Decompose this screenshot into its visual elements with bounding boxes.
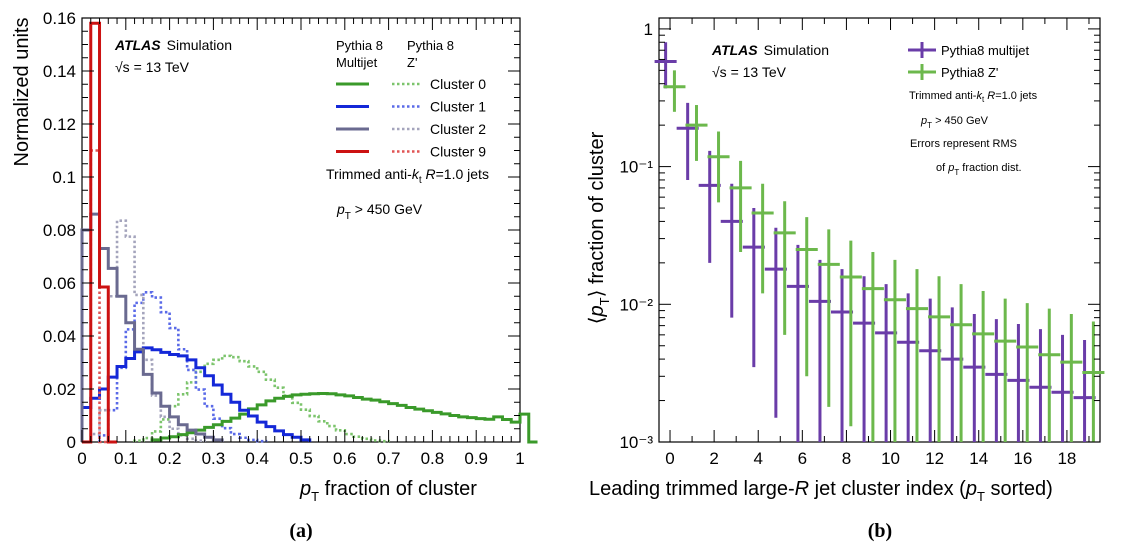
histogram-c1 xyxy=(80,346,312,442)
legend-a-label: Cluster 1 xyxy=(430,99,486,115)
chart-a-ytick-label: 0 xyxy=(67,433,76,452)
legend-a-header-zprime-2: Z' xyxy=(407,55,417,70)
chart-b-energy-label: √s = 13 TeV xyxy=(712,64,787,80)
chart-b-xtick-label: 6 xyxy=(798,449,807,468)
chart-b-ytick-label: 1 xyxy=(644,20,653,39)
chart-a-ytick-label: 0.1 xyxy=(52,168,76,187)
chart-b-note-selection: Trimmed anti-kt R=1.0 jets xyxy=(909,90,1038,104)
histogram-c9 xyxy=(82,21,118,444)
chart-b-note-errors: Errors represent RMS xyxy=(910,138,1017,150)
chart-a-xlabel: pT fraction of cluster xyxy=(299,478,477,504)
chart-b: 0 2 4 6 8 10 12 14 16 18 1 10⁻¹ 10⁻² 10⁻³ ⟨pT⟩ fracti… xyxy=(586,17,1105,542)
chart-b-xtick-label: 4 xyxy=(753,449,762,468)
chart-b-xtick-label: 18 xyxy=(1057,449,1076,468)
chart-b-frame xyxy=(658,17,1101,443)
chart-b-xtick-label: 14 xyxy=(969,449,988,468)
chart-a-xtick-label: 0.3 xyxy=(202,449,226,468)
legend-a-header-multijet-1: Pythia 8 xyxy=(336,38,383,53)
chart-a-xtick-label: 0.5 xyxy=(289,449,313,468)
chart-b-ytick-label: 10⁻¹ xyxy=(619,158,653,177)
chart-a-ytick-label: 0.02 xyxy=(43,380,76,399)
chart-b-ylabel: ⟨pT⟩ fraction of cluster xyxy=(586,131,612,324)
chart-b-note-rms: of pT fraction dist. xyxy=(936,162,1022,177)
chart-a-energy-label: √s = 13 TeV xyxy=(115,59,190,75)
chart-b-atlas-label: ATLAS Simulation xyxy=(711,42,829,58)
chart-b-note-ptcut: pT > 450 GeV xyxy=(920,115,989,130)
chart-b-ytick-label: 10⁻² xyxy=(619,295,653,314)
chart-a-ytick-label: 0.06 xyxy=(43,274,76,293)
chart-b-xtick-label: 10 xyxy=(881,449,900,468)
chart-a-pt-cut: pT > 450 GeV xyxy=(336,201,423,222)
chart-a-xtick-label: 0 xyxy=(77,449,86,468)
legend-a-label: Cluster 9 xyxy=(430,144,486,160)
chart-a-xtick-label: 1 xyxy=(515,449,524,468)
chart-a-ylabel: Normalized units xyxy=(11,18,33,167)
chart-a-histograms xyxy=(80,21,538,444)
chart-b-xtick-label: 8 xyxy=(842,449,851,468)
chart-a-axes: 0 0.1 0.2 0.3 0.4 0.5 0.6 0.7 0.8 0.9 1 0 0.02 0.04 0.… xyxy=(43,9,525,468)
chart-b-ytick-label: 10⁻³ xyxy=(619,433,653,452)
chart-b-xtick-label: 0 xyxy=(665,449,674,468)
chart-b-axes: 0 2 4 6 8 10 12 14 16 18 1 10⁻¹ 10⁻² 10⁻³ xyxy=(619,18,1100,468)
chart-b-xtick-label: 2 xyxy=(709,449,718,468)
chart-a-xtick-label: 0.2 xyxy=(158,449,182,468)
chart-a-ytick-label: 0.08 xyxy=(43,221,76,240)
chart-a-ytick-label: 0.04 xyxy=(43,327,76,346)
chart-a-selection-label: Trimmed anti-kt R=1.0 jets xyxy=(326,166,489,186)
chart-a-ytick-label: 0.14 xyxy=(43,62,76,81)
chart-a-xtick-label: 0.4 xyxy=(245,449,269,468)
chart-a-xtick-label: 0.8 xyxy=(421,449,445,468)
chart-b-xlabel: Leading trimmed large-R jet cluster inde… xyxy=(589,478,1053,504)
chart-a-xtick-label: 0.7 xyxy=(377,449,401,468)
chart-a-xtick-label: 0.9 xyxy=(464,449,488,468)
histogram-c0 xyxy=(150,392,538,444)
legend-b-label: Pythia8 multijet xyxy=(941,43,1030,58)
panel-label-a: (a) xyxy=(289,520,312,542)
legend-a-header-zprime-1: Pythia 8 xyxy=(407,38,454,53)
chart-b-points xyxy=(654,42,1105,442)
chart-a-xtick-label: 0.1 xyxy=(114,449,138,468)
legend-a-label: Cluster 0 xyxy=(430,76,486,92)
chart-a-atlas-label: ATLAS Simulation xyxy=(114,37,232,53)
chart-a-xtick-label: 0.6 xyxy=(333,449,357,468)
legend-a-label: Cluster 2 xyxy=(430,121,486,137)
chart-a: 0 0.1 0.2 0.3 0.4 0.5 0.6 0.7 0.8 0.9 1 0 0.02 0.04 0.… xyxy=(11,9,538,542)
chart-b-xtick-label: 12 xyxy=(925,449,944,468)
legend-b-label: Pythia8 Z' xyxy=(941,65,998,80)
chart-a-ytick-label: 0.16 xyxy=(43,9,76,28)
panel-label-b: (b) xyxy=(868,520,892,542)
legend-a: Cluster 0 Cluster 1 Cluster 2 Cluster 9 xyxy=(336,76,486,160)
chart-a-ytick-label: 0.12 xyxy=(43,115,76,134)
histogram-c0z xyxy=(133,354,390,443)
chart-b-xtick-label: 16 xyxy=(1013,449,1032,468)
legend-b: Pythia8 multijet Pythia8 Z' xyxy=(908,42,1030,80)
histogram-c2 xyxy=(80,212,224,442)
legend-a-header-multijet-2: Multijet xyxy=(336,55,378,70)
